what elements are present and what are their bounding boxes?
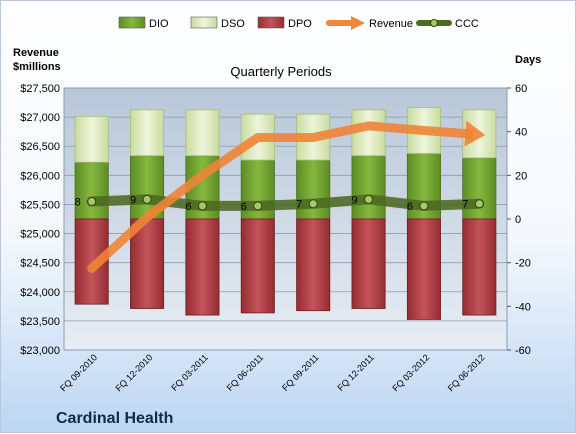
y-left-tick-label: $25,000 bbox=[20, 229, 60, 241]
y-left-tick-label: $27,500 bbox=[20, 83, 60, 95]
ccc-point bbox=[87, 197, 97, 207]
y-right-tick-label: 20 bbox=[515, 170, 527, 182]
y-right-tick-label: -60 bbox=[515, 345, 531, 357]
bar-dpo bbox=[296, 218, 331, 312]
y-left-tick-label: $25,500 bbox=[20, 199, 60, 211]
y-left-tick-label: $24,000 bbox=[20, 287, 60, 299]
y-left-label-line2: $millions bbox=[13, 61, 61, 73]
ccc-data-label: 6 bbox=[241, 201, 247, 213]
bar-dso bbox=[185, 109, 220, 157]
ccc-point bbox=[253, 201, 263, 211]
revenue-line bbox=[87, 121, 474, 273]
y-left-tick-label: $24,500 bbox=[20, 258, 60, 270]
bar-dpo bbox=[240, 218, 275, 314]
legend-label-ccc: CCC bbox=[455, 18, 479, 30]
bar-dso bbox=[130, 109, 165, 157]
ccc-data-label: 7 bbox=[296, 199, 302, 211]
ccc-point bbox=[308, 199, 318, 209]
ccc-data-label: 7 bbox=[462, 199, 468, 211]
bar-dpo bbox=[130, 218, 165, 309]
ccc-point bbox=[419, 201, 429, 211]
bar-dio bbox=[351, 155, 386, 220]
legend-marker-ccc bbox=[430, 19, 438, 27]
ccc-data-label: 9 bbox=[352, 194, 358, 206]
ccc-point bbox=[142, 194, 152, 204]
ccc-point bbox=[197, 201, 207, 211]
legend-label-revenue: Revenue bbox=[369, 18, 413, 30]
y-right-tick-label: -40 bbox=[515, 301, 531, 313]
bar-dio bbox=[296, 159, 331, 220]
y-right-label: Days bbox=[515, 54, 541, 66]
ccc-point bbox=[474, 199, 484, 209]
company-name: Cardinal Health bbox=[56, 410, 173, 427]
y-right-tick-label: 0 bbox=[515, 214, 521, 226]
bar-dio bbox=[74, 161, 109, 220]
bar-dpo bbox=[185, 218, 220, 316]
legend-arrowhead-revenue bbox=[351, 16, 365, 30]
x-ticks: FQ 09-2010 FQ 12-2010 FQ 03-2011 FQ 06-2011… bbox=[58, 352, 487, 393]
x-tick-label: FQ 03-2011 bbox=[169, 352, 210, 393]
ccc-series: 8 9 6 6 7 9 6 7 bbox=[75, 194, 485, 213]
x-tick-label: FQ 09-2011 bbox=[280, 352, 321, 393]
ccc-data-label: 8 bbox=[75, 197, 81, 209]
bar-dso bbox=[74, 115, 109, 163]
y-left-tick-label: $23,000 bbox=[20, 345, 60, 357]
y-left-tick-label: $26,500 bbox=[20, 141, 60, 153]
legend-swatch-dio bbox=[118, 16, 146, 29]
legend-label-dio: DIO bbox=[149, 18, 169, 30]
bar-dpo bbox=[406, 218, 441, 320]
y-right-tick-label: 60 bbox=[515, 83, 527, 95]
chart-title: Quarterly Periods bbox=[230, 64, 332, 79]
ccc-data-label: 6 bbox=[407, 201, 413, 213]
legend-label-dpo: DPO bbox=[288, 18, 312, 30]
y-left-tick-label: $23,500 bbox=[20, 316, 60, 328]
ccc-point bbox=[364, 194, 374, 204]
x-tick-label: FQ 06-2011 bbox=[225, 352, 266, 393]
ccc-data-label: 9 bbox=[130, 194, 136, 206]
x-tick-label: FQ 12-2011 bbox=[335, 352, 376, 393]
y-left-ticks: $23,000 $23,500 $24,000 $24,500 $25,000 $25,5… bbox=[20, 83, 60, 357]
revenue-series bbox=[87, 120, 486, 273]
y-right-tick-label: 40 bbox=[515, 127, 527, 139]
x-tick-label: FQ 12-2010 bbox=[113, 352, 154, 393]
y-left-tick-label: $26,000 bbox=[20, 170, 60, 182]
y-right-ticks: -60 -40 -20 0 20 40 60 bbox=[507, 83, 531, 357]
x-tick-label: FQ 03-2012 bbox=[390, 352, 431, 393]
legend-swatch-dpo bbox=[257, 16, 285, 29]
x-tick-label: FQ 06-2012 bbox=[446, 352, 487, 393]
y-left-tick-label: $27,000 bbox=[20, 112, 60, 124]
bar-dpo bbox=[462, 218, 497, 316]
x-tick-label: FQ 09-2010 bbox=[58, 352, 99, 393]
legend: DIO DSO DPO Revenue CCC bbox=[118, 16, 479, 30]
legend-label-dso: DSO bbox=[221, 18, 245, 30]
ccc-line bbox=[86, 194, 485, 211]
y-left-label-line1: Revenue bbox=[13, 47, 59, 59]
y-right-tick-label: -20 bbox=[515, 258, 531, 270]
legend-swatch-dso bbox=[190, 16, 218, 29]
ccc-data-label: 6 bbox=[185, 201, 191, 213]
bar-dpo bbox=[351, 218, 386, 309]
revenue-arrowhead bbox=[464, 120, 486, 147]
